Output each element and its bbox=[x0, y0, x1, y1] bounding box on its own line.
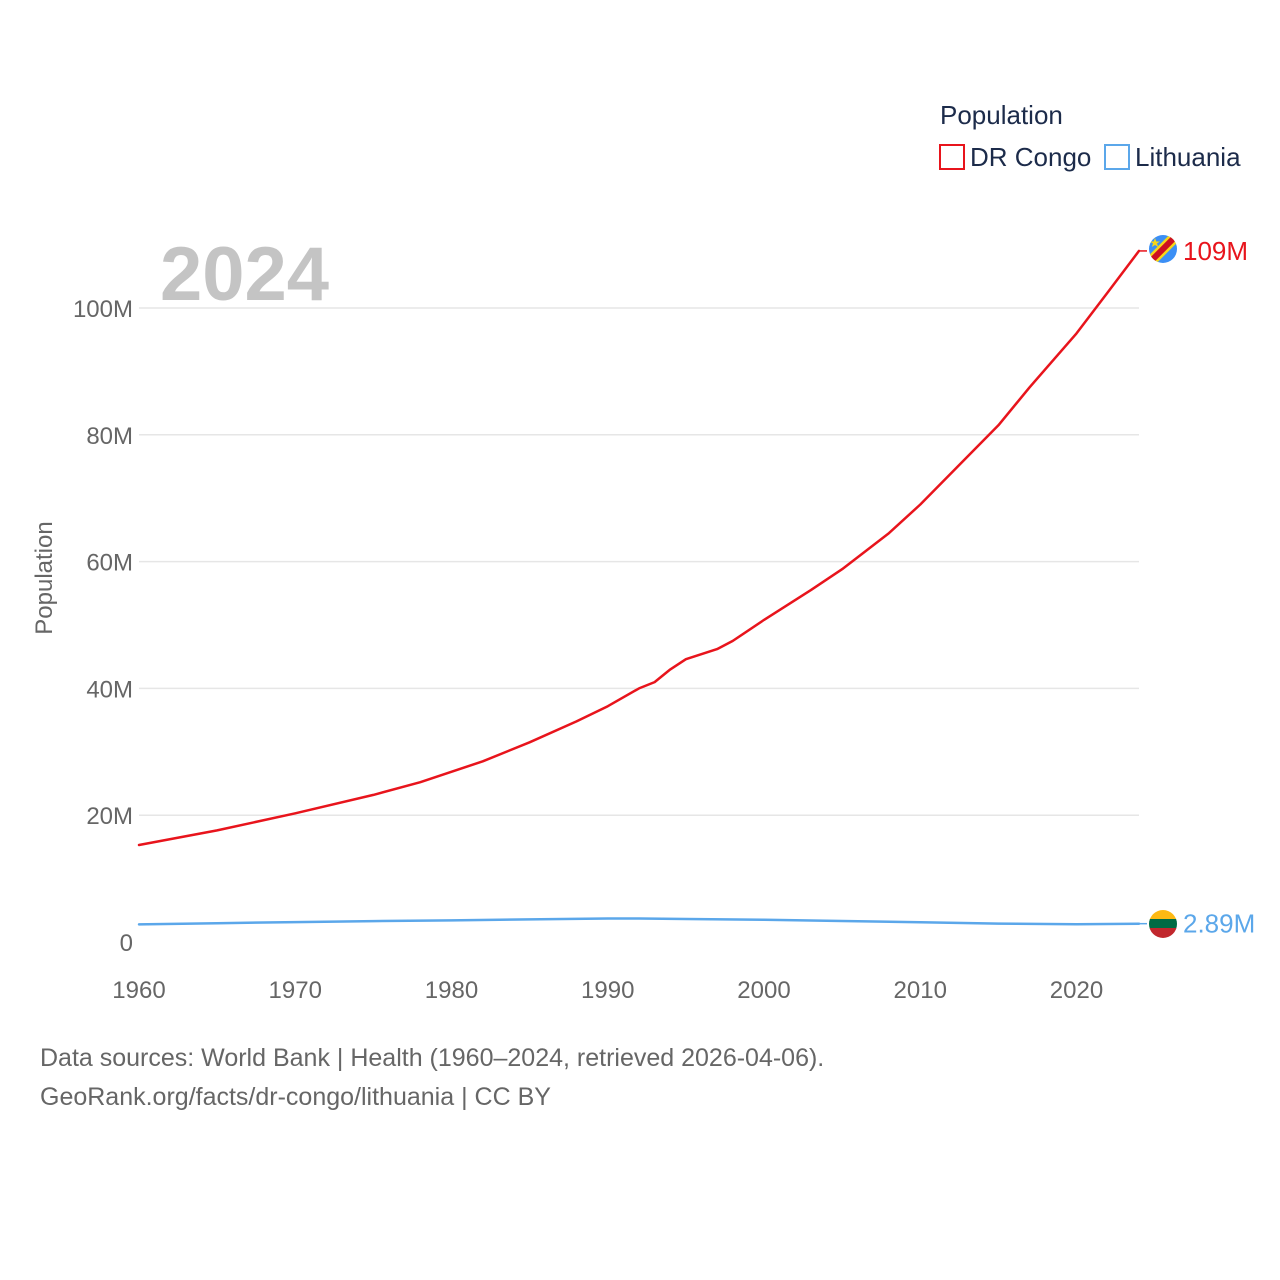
x-tick-label: 2020 bbox=[1050, 977, 1103, 1004]
legend-label-lithuania[interactable]: Lithuania bbox=[1135, 142, 1241, 172]
x-tick-label: 1970 bbox=[269, 977, 322, 1004]
x-tick-label: 2010 bbox=[894, 977, 947, 1004]
legend-label-dr-congo[interactable]: DR Congo bbox=[970, 142, 1091, 172]
footer-attribution: GeoRank.org/facts/dr-congo/lithuania | C… bbox=[40, 1083, 551, 1111]
y-tick-label: 20M bbox=[86, 803, 133, 830]
year-label: 2024 bbox=[160, 232, 329, 317]
dr-congo-flag-icon bbox=[1149, 235, 1177, 263]
lithuania-flag-icon bbox=[1149, 910, 1177, 938]
y-tick-label: 0 bbox=[120, 930, 133, 957]
end-label-lithuania: 2.89M bbox=[1183, 909, 1255, 939]
y-tick-label: 80M bbox=[86, 423, 133, 450]
series: 109M 2.89M bbox=[137, 236, 1255, 939]
y-tick-label: 40M bbox=[86, 676, 133, 703]
series-line-lithuania[interactable] bbox=[137, 917, 1141, 926]
series-line-dr-congo[interactable] bbox=[137, 249, 1141, 847]
footer-sources: Data sources: World Bank | Health (1960–… bbox=[40, 1044, 825, 1072]
legend-swatch-lithuania[interactable] bbox=[1104, 144, 1130, 170]
legend-title: Population bbox=[940, 100, 1063, 130]
x-tick-label: 2000 bbox=[737, 977, 790, 1004]
y-axis-ticks: 0 20M 40M 60M 80M 100M bbox=[73, 296, 133, 957]
x-axis-ticks: 1960 1970 1980 1990 2000 2010 2020 bbox=[112, 977, 1103, 1004]
y-tick-label: 60M bbox=[86, 550, 133, 577]
end-label-dr-congo: 109M bbox=[1183, 236, 1248, 266]
x-tick-label: 1960 bbox=[112, 977, 165, 1004]
legend-swatch-dr-congo[interactable] bbox=[939, 144, 965, 170]
gridlines bbox=[139, 307, 1139, 816]
y-axis-label: Population bbox=[31, 521, 58, 634]
y-tick-label: 100M bbox=[73, 296, 133, 323]
legend: Population DR Congo Lithuania bbox=[939, 100, 1241, 172]
x-tick-label: 1980 bbox=[425, 977, 478, 1004]
x-tick-label: 1990 bbox=[581, 977, 634, 1004]
